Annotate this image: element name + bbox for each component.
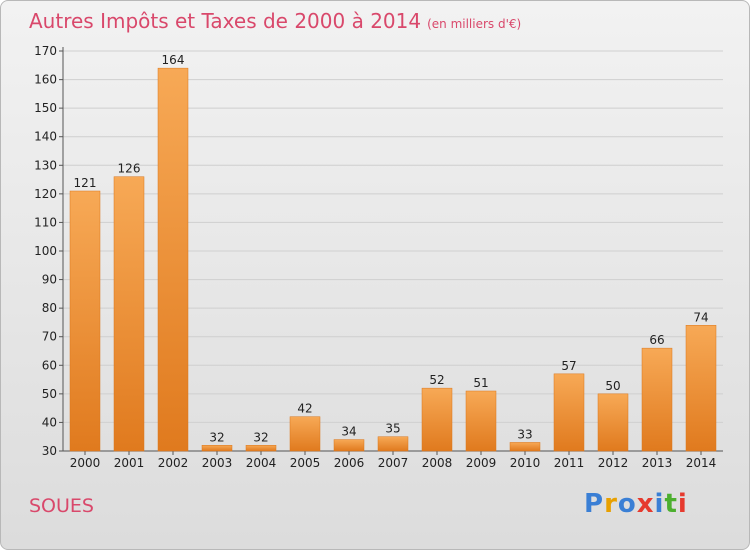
bar bbox=[201, 445, 233, 452]
data-label: 126 bbox=[118, 162, 141, 176]
logo-letter: t bbox=[664, 489, 678, 519]
x-tick-label: 2006 bbox=[334, 456, 365, 470]
logo-letter: x bbox=[636, 489, 655, 519]
y-tick-label: 100 bbox=[34, 244, 57, 258]
data-label: 34 bbox=[341, 425, 356, 439]
bar bbox=[113, 176, 145, 452]
data-label: 33 bbox=[517, 427, 532, 441]
data-label: 57 bbox=[561, 359, 576, 373]
x-tick-label: 2014 bbox=[686, 456, 717, 470]
y-tick-label: 160 bbox=[34, 73, 57, 87]
data-label: 66 bbox=[649, 333, 664, 347]
data-label: 32 bbox=[253, 430, 268, 444]
data-labels: 121 126 164 32 32 42 34 35 52 51 33 57 50 66 74 bbox=[74, 53, 709, 444]
y-tick-label: 140 bbox=[34, 130, 57, 144]
y-tick-label: 60 bbox=[42, 358, 57, 372]
y-tick-label: 90 bbox=[42, 273, 57, 287]
x-tick-label: 2012 bbox=[598, 456, 629, 470]
x-tick-label: 2003 bbox=[202, 456, 233, 470]
y-tick-label: 70 bbox=[42, 330, 57, 344]
x-tick-label: 2005 bbox=[290, 456, 321, 470]
bar bbox=[289, 416, 321, 452]
x-tick-label: 2001 bbox=[114, 456, 145, 470]
bar bbox=[641, 347, 673, 452]
x-tick-label: 2010 bbox=[510, 456, 541, 470]
chart-title-text: Autres Impôts et Taxes de 2000 à 2014 bbox=[29, 9, 422, 33]
proxiti-logo: Proxiti bbox=[584, 489, 688, 519]
y-tick-label: 40 bbox=[42, 415, 57, 429]
data-label: 164 bbox=[162, 53, 185, 67]
chart-title: Autres Impôts et Taxes de 2000 à 2014 (en… bbox=[29, 9, 521, 33]
location-name: SOUES bbox=[29, 495, 94, 517]
x-tick-label: 2007 bbox=[378, 456, 409, 470]
y-tick-label: 50 bbox=[42, 387, 57, 401]
y-tick-label: 80 bbox=[42, 301, 57, 315]
data-label: 50 bbox=[605, 379, 620, 393]
x-tick-label: 2013 bbox=[642, 456, 673, 470]
y-tick-label: 130 bbox=[34, 158, 57, 172]
bar bbox=[509, 442, 541, 452]
logo-letter: i bbox=[677, 489, 688, 519]
bar bbox=[685, 325, 717, 452]
y-tick-label: 30 bbox=[42, 444, 57, 458]
data-label: 52 bbox=[429, 373, 444, 387]
bar bbox=[333, 439, 365, 452]
data-label: 74 bbox=[693, 310, 708, 324]
bar bbox=[69, 190, 101, 452]
bar bbox=[465, 390, 497, 452]
y-tick-label: 110 bbox=[34, 215, 57, 229]
x-tick-label: 2002 bbox=[158, 456, 189, 470]
x-tick-label: 2000 bbox=[70, 456, 101, 470]
bar bbox=[597, 393, 629, 452]
chart-subtitle: (en milliers d'€) bbox=[427, 17, 522, 31]
x-tick-label: 2009 bbox=[466, 456, 497, 470]
data-label: 32 bbox=[209, 430, 224, 444]
data-label: 121 bbox=[74, 176, 97, 190]
y-tick-label: 120 bbox=[34, 187, 57, 201]
bar bbox=[377, 436, 409, 452]
data-label: 35 bbox=[385, 422, 400, 436]
bar bbox=[157, 67, 189, 452]
logo-letter: r bbox=[604, 489, 618, 519]
logo-letter: o bbox=[617, 489, 637, 519]
logo-letter: P bbox=[584, 489, 605, 519]
data-label: 42 bbox=[297, 402, 312, 416]
x-tick-label: 2004 bbox=[246, 456, 277, 470]
logo-letter: i bbox=[654, 489, 665, 519]
bars bbox=[69, 67, 717, 452]
data-label: 51 bbox=[473, 376, 488, 390]
x-tick-label: 2008 bbox=[422, 456, 453, 470]
bar bbox=[421, 387, 453, 452]
bar bbox=[245, 445, 277, 452]
bar bbox=[553, 373, 585, 452]
y-tick-label: 150 bbox=[34, 101, 57, 115]
y-tick-label: 170 bbox=[34, 44, 57, 58]
x-tick-label: 2011 bbox=[554, 456, 585, 470]
